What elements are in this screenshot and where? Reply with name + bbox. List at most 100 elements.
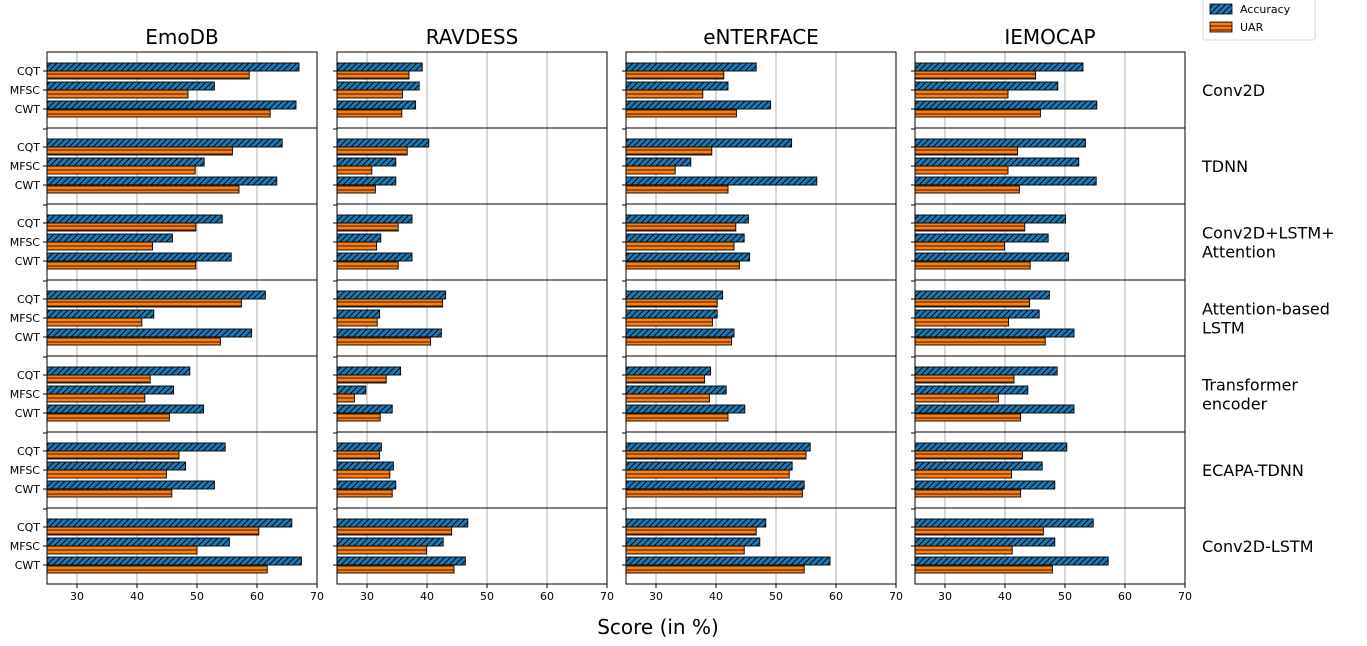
bar-uar-iemocap-conv2d-lstm-attention-mfsc (914, 241, 1005, 251)
bar-uar-enterface-transformer-encoder-mfsc (625, 393, 710, 403)
panel-title-iemocap: IEMOCAP (1004, 25, 1095, 49)
ytick-label-conv2d-lstm-attention-cwt: CWT (15, 255, 41, 268)
bar-uar-emodb-transformer-encoder-mfsc (46, 393, 146, 403)
bar-uar-emodb-ecapa-tdnn-cqt (46, 450, 180, 460)
xtick-label-ravdess-30: 30 (360, 590, 374, 603)
bar-accuracy-iemocap-transformer-encoder-mfsc (914, 385, 1029, 395)
bar-uar-ravdess-transformer-encoder-cqt (336, 374, 387, 384)
bar-accuracy-ravdess-conv2d-cwt (336, 100, 417, 110)
bar-uar-ravdess-transformer-encoder-cwt (336, 412, 381, 422)
xtick-label-ravdess-60: 60 (540, 590, 554, 603)
bar-accuracy-enterface-conv2d-cwt (625, 100, 772, 110)
bar-uar-enterface-attention-based-lstm-mfsc (625, 317, 713, 327)
xtick-label-iemocap-60: 60 (1118, 590, 1132, 603)
x-axis-label: Score (in %) (597, 615, 719, 639)
bar-uar-enterface-ecapa-tdnn-cqt (625, 450, 807, 460)
model-label-conv2d-lstm-line-0: Conv2D-LSTM (1202, 537, 1314, 556)
ytick-label-tdnn-cwt: CWT (15, 179, 41, 192)
ytick-label-conv2d-lstm-cwt: CWT (15, 559, 41, 572)
bar-uar-enterface-tdnn-mfsc (625, 165, 676, 175)
bar-uar-enterface-conv2d-mfsc (625, 89, 704, 99)
bar-accuracy-emodb-conv2d-cqt (46, 62, 300, 72)
bar-uar-ravdess-conv2d-lstm-attention-cwt (336, 260, 399, 270)
xtick-label-emodb-60: 60 (250, 590, 264, 603)
bar-accuracy-ravdess-transformer-encoder-mfsc (336, 385, 367, 395)
bar-accuracy-emodb-conv2d-lstm-cqt (46, 518, 293, 528)
ytick-label-conv2d-mfsc: MFSC (10, 84, 41, 97)
model-label-conv2d-line-0: Conv2D (1202, 81, 1265, 100)
bar-uar-ravdess-conv2d-lstm-cqt (336, 526, 453, 536)
bar-accuracy-iemocap-tdnn-mfsc (914, 157, 1080, 167)
bar-accuracy-enterface-attention-based-lstm-cqt (625, 290, 724, 300)
bar-accuracy-ravdess-tdnn-cwt (336, 176, 397, 186)
bar-uar-iemocap-conv2d-lstm-attention-cqt (914, 222, 1026, 232)
bar-uar-ravdess-conv2d-lstm-attention-mfsc (336, 241, 378, 251)
xtick-label-enterface-60: 60 (829, 590, 843, 603)
bar-uar-emodb-ecapa-tdnn-cwt (46, 488, 173, 498)
bar-accuracy-iemocap-tdnn-cqt (914, 138, 1086, 148)
bar-uar-enterface-conv2d-cwt (625, 108, 737, 118)
bar-accuracy-emodb-tdnn-cwt (46, 176, 278, 186)
xtick-label-emodb-40: 40 (130, 590, 144, 603)
ytick-label-attention-based-lstm-cwt: CWT (15, 331, 41, 344)
xtick-label-ravdess-50: 50 (480, 590, 494, 603)
bar-accuracy-enterface-transformer-encoder-mfsc (625, 385, 727, 395)
bar-uar-iemocap-ecapa-tdnn-cqt (914, 450, 1023, 460)
bar-accuracy-emodb-conv2d-cwt (46, 100, 297, 110)
bar-uar-ravdess-conv2d-lstm-attention-cqt (336, 222, 399, 232)
bar-accuracy-enterface-attention-based-lstm-cwt (625, 328, 735, 338)
bar-uar-enterface-attention-based-lstm-cqt (625, 298, 718, 308)
bar-accuracy-enterface-tdnn-mfsc (625, 157, 692, 167)
bar-accuracy-enterface-conv2d-lstm-cqt (625, 518, 767, 528)
bar-accuracy-ravdess-attention-based-lstm-cqt (336, 290, 447, 300)
bar-uar-iemocap-conv2d-cqt (914, 70, 1037, 80)
bar-uar-iemocap-conv2d-cwt (914, 108, 1041, 118)
bar-uar-iemocap-tdnn-cqt (914, 146, 1019, 156)
xtick-label-iemocap-40: 40 (998, 590, 1012, 603)
xtick-label-enterface-40: 40 (709, 590, 723, 603)
ytick-label-attention-based-lstm-mfsc: MFSC (10, 312, 41, 325)
bar-accuracy-ravdess-conv2d-lstm-cwt (336, 556, 466, 566)
bar-accuracy-iemocap-conv2d-lstm-attention-cqt (914, 214, 1067, 224)
bar-accuracy-ravdess-attention-based-lstm-mfsc (336, 309, 381, 319)
xtick-label-ravdess-70: 70 (600, 590, 614, 603)
bar-accuracy-iemocap-conv2d-lstm-cwt (914, 556, 1109, 566)
bar-uar-emodb-tdnn-mfsc (46, 165, 196, 175)
ytick-label-transformer-encoder-cwt: CWT (15, 407, 41, 420)
ytick-label-tdnn-cqt: CQT (17, 141, 40, 154)
bar-uar-ravdess-tdnn-mfsc (336, 165, 373, 175)
model-label-conv2d-lstm-attention-line-1: Attention (1202, 243, 1276, 262)
bar-accuracy-enterface-transformer-encoder-cwt (625, 404, 746, 414)
model-label-transformer-encoder-line-1: encoder (1202, 395, 1268, 414)
bar-accuracy-iemocap-conv2d-lstm-mfsc (914, 537, 1056, 547)
bar-accuracy-enterface-conv2d-lstm-attention-cqt (625, 214, 749, 224)
legend-swatch-accuracy (1209, 3, 1233, 15)
bar-uar-ravdess-attention-based-lstm-cqt (336, 298, 444, 308)
bar-accuracy-iemocap-conv2d-lstm-attention-mfsc (914, 233, 1049, 243)
bar-accuracy-emodb-ecapa-tdnn-mfsc (46, 461, 187, 471)
ytick-label-ecapa-tdnn-cqt: CQT (17, 445, 40, 458)
bar-accuracy-emodb-attention-based-lstm-cqt (46, 290, 266, 300)
bar-uar-emodb-conv2d-lstm-attention-cqt (46, 222, 197, 232)
bar-accuracy-ravdess-conv2d-mfsc (336, 81, 420, 91)
bar-uar-ravdess-ecapa-tdnn-cwt (336, 488, 393, 498)
bar-accuracy-ravdess-transformer-encoder-cqt (336, 366, 402, 376)
bar-accuracy-iemocap-conv2d-lstm-cqt (914, 518, 1094, 528)
bar-accuracy-ravdess-attention-based-lstm-cwt (336, 328, 442, 338)
xtick-label-iemocap-30: 30 (938, 590, 952, 603)
bar-accuracy-enterface-conv2d-cqt (625, 62, 757, 72)
bar-accuracy-emodb-tdnn-cqt (46, 138, 283, 148)
bar-accuracy-ravdess-transformer-encoder-cwt (336, 404, 393, 414)
bar-uar-emodb-conv2d-cwt (46, 108, 271, 118)
bar-accuracy-enterface-tdnn-cqt (625, 138, 793, 148)
bar-accuracy-ravdess-conv2d-lstm-attention-cqt (336, 214, 413, 224)
model-label-conv2d-lstm-attention-line-0: Conv2D+LSTM+ (1202, 224, 1335, 243)
panel-title-enterface: eNTERFACE (703, 25, 819, 49)
bar-uar-enterface-transformer-encoder-cwt (625, 412, 729, 422)
ytick-label-transformer-encoder-cqt: CQT (17, 369, 40, 382)
ytick-label-ecapa-tdnn-cwt: CWT (15, 483, 41, 496)
model-label-attention-based-lstm-line-1: LSTM (1202, 319, 1245, 338)
bar-uar-emodb-conv2d-lstm-attention-mfsc (46, 241, 154, 251)
bar-accuracy-iemocap-ecapa-tdnn-mfsc (914, 461, 1043, 471)
bar-accuracy-enterface-ecapa-tdnn-mfsc (625, 461, 793, 471)
